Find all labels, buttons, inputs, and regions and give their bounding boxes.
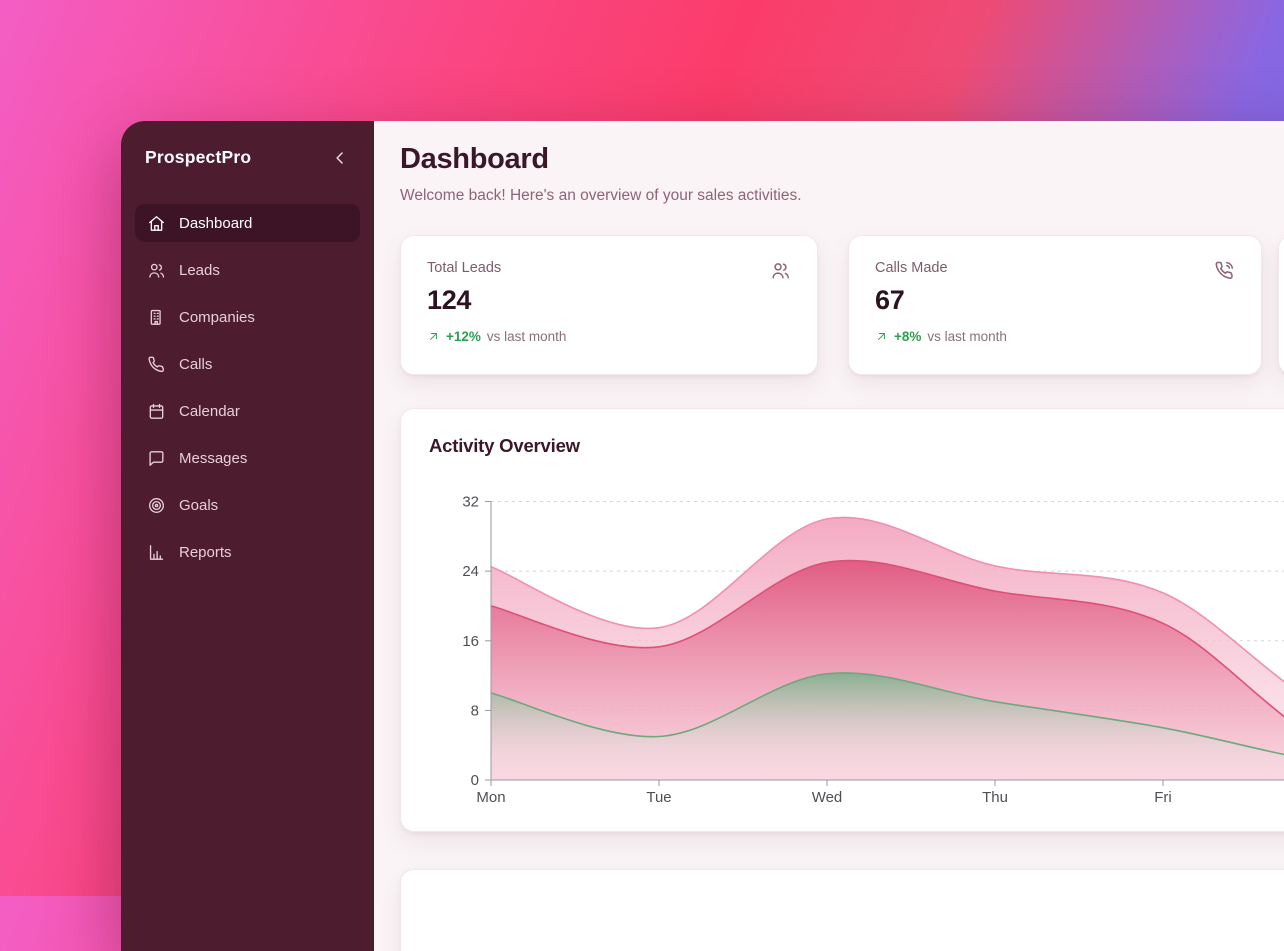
calendar-icon xyxy=(147,402,166,421)
sidebar-item-label: Reports xyxy=(179,543,232,561)
svg-text:16: 16 xyxy=(462,633,479,650)
brand-logo: ProspectPro xyxy=(145,147,252,167)
chart-title: Activity Overview xyxy=(429,435,580,456)
trend-note: vs last month xyxy=(927,329,1007,344)
svg-text:32: 32 xyxy=(462,494,479,511)
sidebar-item-label: Calendar xyxy=(179,402,240,420)
arrow-up-right-icon xyxy=(875,330,888,343)
users-icon xyxy=(147,261,166,280)
stat-value: 67 xyxy=(875,285,905,315)
svg-text:0: 0 xyxy=(471,772,479,789)
stat-label: Total Leads xyxy=(427,260,502,276)
trend-note: vs last month xyxy=(486,329,567,344)
partial-bottom-card xyxy=(400,869,1284,951)
stat-value: 124 xyxy=(427,285,472,315)
trend-percent: +12% xyxy=(446,329,481,344)
activity-chart: 0 8 16 24 32 Mon Tue Wed Thu Fri xyxy=(401,479,1284,819)
sidebar-item-label: Dashboard xyxy=(179,214,253,232)
app-window: ProspectPro Dashboard Leads Companies Calls… xyxy=(121,121,1284,951)
stat-trend: +8% vs last month xyxy=(875,329,1235,344)
sidebar-item-label: Companies xyxy=(179,308,255,326)
svg-text:Thu: Thu xyxy=(982,789,1008,806)
sidebar-item-companies[interactable]: Companies xyxy=(135,298,360,336)
svg-text:Mon: Mon xyxy=(476,789,505,806)
target-icon xyxy=(147,496,166,515)
main-content: Dashboard Welcome back! Here's an overvi… xyxy=(374,121,1284,951)
svg-text:Wed: Wed xyxy=(812,789,843,806)
svg-text:Tue: Tue xyxy=(646,789,671,806)
sidebar-item-leads[interactable]: Leads xyxy=(135,251,360,289)
bar-chart-icon xyxy=(147,543,166,562)
sidebar-item-label: Messages xyxy=(179,449,248,467)
sidebar-item-calls[interactable]: Calls xyxy=(135,345,360,383)
sidebar-item-goals[interactable]: Goals xyxy=(135,486,360,524)
sidebar-item-messages[interactable]: Messages xyxy=(135,439,360,477)
chevron-left-icon xyxy=(330,148,350,168)
trend-percent: +8% xyxy=(894,329,922,344)
page-title: Dashboard xyxy=(400,143,549,175)
page-subtitle: Welcome back! Here's an overview of your… xyxy=(400,187,802,204)
sidebar-item-label: Calls xyxy=(179,355,213,373)
svg-text:8: 8 xyxy=(471,702,479,719)
svg-text:24: 24 xyxy=(462,563,479,580)
stat-card-partial xyxy=(1278,235,1284,375)
sidebar-item-dashboard[interactable]: Dashboard xyxy=(135,204,360,242)
building-icon xyxy=(147,308,166,327)
home-icon xyxy=(147,214,166,233)
stat-card-total-leads: Total Leads 124 +12% vs last month xyxy=(400,235,818,375)
sidebar-item-label: Leads xyxy=(179,261,220,279)
phone-call-icon xyxy=(1214,260,1235,281)
sidebar-item-label: Goals xyxy=(179,496,219,514)
sidebar-item-reports[interactable]: Reports xyxy=(135,533,360,571)
users-icon xyxy=(770,260,791,281)
svg-text:Fri: Fri xyxy=(1154,789,1172,806)
stat-label: Calls Made xyxy=(875,260,948,276)
sidebar-nav: Dashboard Leads Companies Calls Calendar Mess… xyxy=(135,204,360,571)
stat-card-calls-made: Calls Made 67 +8% vs last month xyxy=(848,235,1262,375)
activity-overview-card: Activity Overview 0 8 16 24 32 Mon Tue Wed Thu Fr… xyxy=(400,408,1284,832)
sidebar-collapse-button[interactable] xyxy=(330,148,350,168)
stat-trend: +12% vs last month xyxy=(427,329,791,344)
sidebar: ProspectPro Dashboard Leads Companies Calls… xyxy=(121,121,374,951)
message-square-icon xyxy=(147,449,166,468)
phone-icon xyxy=(147,355,166,374)
sidebar-header: ProspectPro xyxy=(135,147,360,168)
arrow-up-right-icon xyxy=(427,330,440,343)
sidebar-item-calendar[interactable]: Calendar xyxy=(135,392,360,430)
